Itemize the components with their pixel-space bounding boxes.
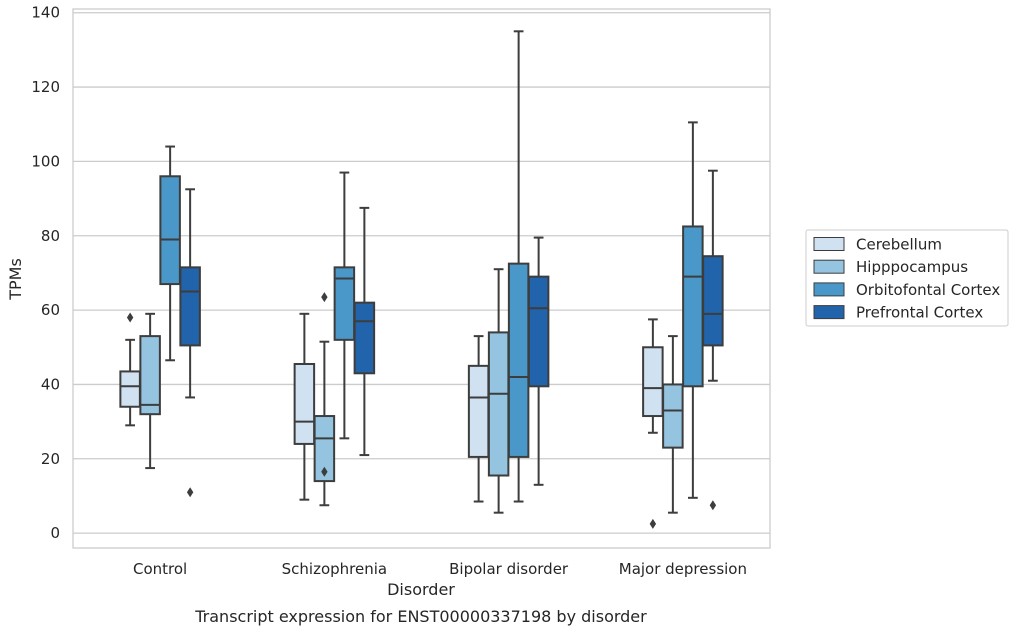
legend-swatch <box>813 282 845 297</box>
box-group <box>293 312 316 501</box>
box-iqr <box>179 266 201 347</box>
legend-swatch <box>813 305 845 320</box>
box-group <box>353 206 376 457</box>
legend-swatch <box>813 237 845 251</box>
box-group <box>139 312 161 470</box>
box-iqr <box>353 301 376 375</box>
x-tick-label: Control <box>133 560 187 578</box>
y-tick-label: 140 <box>31 4 60 22</box>
box-iqr <box>702 255 724 347</box>
box-iqr <box>527 275 550 388</box>
y-tick-label: 120 <box>31 78 60 96</box>
box-iqr <box>139 335 161 416</box>
outlier-point <box>321 292 328 303</box>
x-tick-label: Bipolar disorder <box>449 560 569 578</box>
box-iqr <box>507 262 530 458</box>
x-axis-ticks: Control Schizophrenia Bipolar disorder Majo… <box>133 560 747 578</box>
outlier-point <box>126 312 134 323</box>
y-tick-label: 60 <box>41 301 60 319</box>
box-group <box>159 145 181 362</box>
box-iqr <box>642 346 664 418</box>
box-group <box>179 188 201 498</box>
x-tick-label: Major depression <box>619 560 747 578</box>
y-tick-label: 0 <box>50 524 60 542</box>
box-group <box>527 236 550 486</box>
box-group <box>119 312 141 427</box>
box-iqr <box>119 370 141 408</box>
box-group <box>487 268 510 514</box>
outlier-point <box>709 500 717 511</box>
box-iqr <box>159 175 181 286</box>
box-group <box>467 335 490 503</box>
y-tick-label: 20 <box>41 450 60 468</box>
x-axis-title: Disorder <box>387 580 455 599</box>
y-tick-label: 40 <box>41 375 60 393</box>
legend-label: Cerebellum <box>856 236 942 254</box>
outlier-point <box>649 518 657 529</box>
box-group <box>333 171 356 440</box>
y-axis-ticks: 0 20 40 60 80 100 120 140 <box>31 4 60 542</box>
box-iqr <box>662 383 684 449</box>
y-tick-label: 100 <box>31 152 60 170</box>
x-tick-label: Schizophrenia <box>282 560 387 578</box>
box-group <box>642 318 664 529</box>
box-group <box>682 121 704 499</box>
box-iqr <box>467 364 490 458</box>
legend-label: Hipppocampus <box>856 258 968 276</box>
legend-label: Orbitofontal Cortex <box>856 281 1000 299</box>
box-iqr <box>682 225 704 388</box>
boxes <box>119 30 724 529</box>
y-axis-title: TPMs <box>6 258 25 301</box>
box-group <box>313 292 336 507</box>
box-group <box>507 30 530 503</box>
legend-frame <box>805 229 1009 327</box>
box-group <box>702 169 724 511</box>
legend: Cerebellum Hipppocampus Orbitofontal Corte… <box>805 229 1009 327</box>
box-iqr <box>293 362 316 445</box>
box-iqr <box>487 331 510 477</box>
plot-frame <box>72 8 771 549</box>
legend-label: Prefrontal Cortex <box>856 304 983 322</box>
box-iqr <box>313 415 336 483</box>
outlier-point <box>321 466 328 477</box>
legend-swatch <box>813 259 845 274</box>
outlier-point <box>186 487 194 498</box>
box-group <box>662 335 684 514</box>
chart-caption: Transcript expression for ENST0000033719… <box>194 607 647 626</box>
y-tick-label: 80 <box>41 227 60 245</box>
